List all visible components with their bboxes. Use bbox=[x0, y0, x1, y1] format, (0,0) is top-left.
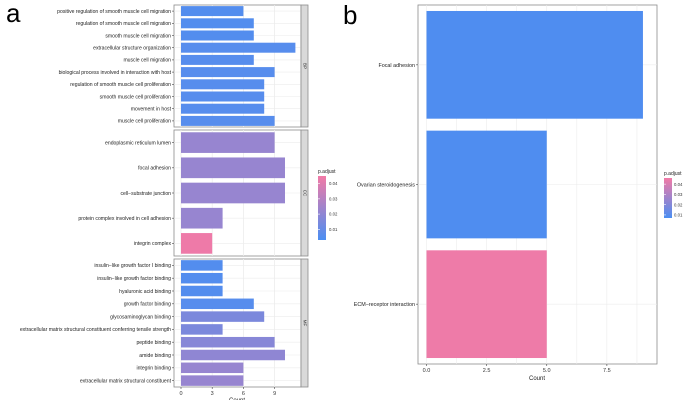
category-label: endoplasmic reticulum lumen bbox=[105, 140, 171, 146]
category-label: amide binding bbox=[139, 353, 171, 359]
bar bbox=[181, 6, 244, 17]
facet-strip bbox=[300, 258, 309, 388]
category-label: growth factor binding bbox=[124, 302, 171, 308]
bar bbox=[181, 91, 265, 102]
category-label: hyaluronic acid binding bbox=[119, 289, 171, 295]
category-label: regulation of smooth muscle cell migrati… bbox=[76, 21, 171, 27]
category-label: Ovarian steroidogenesis bbox=[357, 183, 415, 189]
legend-colorbar bbox=[664, 178, 672, 218]
bar bbox=[181, 157, 285, 179]
category-label: smooth muscle cell migration bbox=[105, 33, 171, 39]
legend-tick-label: 0.02 bbox=[674, 202, 683, 207]
bar bbox=[426, 250, 547, 359]
category-label: Focal adhesion bbox=[378, 63, 415, 69]
legend-tick-label: 0.04 bbox=[674, 182, 683, 187]
category-label: muscle cell migration bbox=[123, 58, 171, 64]
facet-strip bbox=[300, 129, 309, 257]
category-label: protein complex involved in cell adhesio… bbox=[78, 216, 171, 222]
category-label: insulin−like growth factor I binding bbox=[94, 263, 171, 269]
legend-title: p.adjust bbox=[664, 171, 682, 177]
bar bbox=[181, 233, 213, 254]
bar bbox=[181, 336, 275, 348]
category-label: extracellular matrix structural constitu… bbox=[80, 378, 172, 384]
bar bbox=[181, 285, 223, 297]
bar bbox=[181, 67, 275, 78]
x-tick-label: 0.0 bbox=[423, 368, 431, 374]
bar bbox=[181, 311, 265, 322]
category-label: muscle cell proliferation bbox=[118, 119, 171, 125]
facet-strip-label: MF bbox=[302, 320, 307, 327]
panel-b-kegg-enrichment-chart: Focal adhesion Ovarian steroidogenesis ECM… bbox=[354, 4, 683, 382]
category-label: biological process involved in interacti… bbox=[59, 70, 172, 76]
x-axis-title: Count bbox=[529, 376, 545, 382]
legend-colorbar bbox=[318, 176, 326, 240]
bar bbox=[426, 10, 643, 119]
x-tick-label: 3 bbox=[211, 391, 214, 397]
bar bbox=[181, 272, 223, 284]
facet-strip bbox=[300, 4, 309, 128]
bar bbox=[181, 324, 223, 335]
category-label: integrin binding bbox=[136, 366, 171, 372]
category-label: extracellular matrix structural constitu… bbox=[20, 327, 171, 333]
bar bbox=[426, 130, 547, 239]
x-tick-label: 7.5 bbox=[603, 368, 611, 374]
bar bbox=[181, 182, 285, 204]
bar bbox=[181, 207, 223, 229]
category-label: cell−substrate junction bbox=[120, 191, 171, 197]
bar bbox=[181, 18, 254, 29]
legend-tick-label: 0.02 bbox=[329, 212, 338, 217]
legend-tick-label: 0.01 bbox=[329, 227, 338, 232]
category-label: insulin−like growth factor binding bbox=[97, 276, 171, 282]
panel-a-go-enrichment-chart: positive regulation of smooth muscle cel… bbox=[20, 4, 338, 404]
bar bbox=[181, 115, 275, 126]
x-tick-label: 6 bbox=[242, 391, 245, 397]
category-label: smooth muscle cell proliferation bbox=[100, 94, 172, 100]
x-tick-label: 5.0 bbox=[543, 368, 551, 374]
x-tick-label: 2.5 bbox=[483, 368, 491, 374]
legend-tick-label: 0.01 bbox=[674, 213, 683, 218]
legend-tick-label: 0.03 bbox=[329, 196, 338, 201]
bar bbox=[181, 260, 223, 271]
x-tick-label: 9 bbox=[273, 391, 276, 397]
category-label: extracellular structure organization bbox=[93, 46, 171, 52]
category-label: positive regulation of smooth muscle cel… bbox=[57, 9, 171, 15]
category-label: regulation of smooth muscle cell prolife… bbox=[70, 82, 171, 88]
x-tick-label: 0 bbox=[179, 391, 182, 397]
category-label: focal adhesion bbox=[138, 166, 171, 172]
bar bbox=[181, 362, 244, 374]
bar bbox=[181, 349, 285, 361]
legend-tick-label: 0.03 bbox=[674, 192, 683, 197]
category-label: movement in host bbox=[131, 107, 172, 113]
legend-tick-label: 0.04 bbox=[329, 181, 338, 186]
bar bbox=[181, 132, 275, 153]
facet-strip-label: CC bbox=[302, 190, 307, 197]
bar bbox=[181, 54, 254, 65]
category-label: integrin complex bbox=[134, 241, 172, 247]
facet-strip-label: BP bbox=[302, 63, 307, 69]
bar bbox=[181, 30, 254, 41]
panel-label-a: a bbox=[6, 0, 21, 28]
bar bbox=[181, 375, 244, 386]
bar bbox=[181, 103, 265, 114]
category-label: glycosaminoglycan binding bbox=[110, 314, 171, 320]
panel-label-b: b bbox=[343, 0, 357, 30]
legend-title: p.adjust bbox=[318, 169, 336, 175]
bar bbox=[181, 298, 254, 310]
category-label: ECM−receptor interaction bbox=[354, 302, 415, 308]
bar bbox=[181, 42, 296, 53]
bar bbox=[181, 79, 265, 90]
category-label: peptide binding bbox=[136, 340, 171, 346]
